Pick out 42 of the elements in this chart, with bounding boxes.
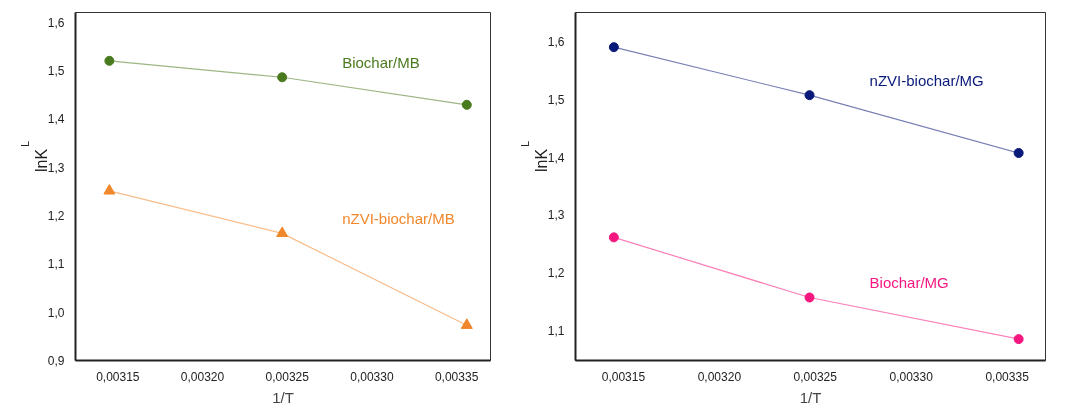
- text: nZVI-biochar/MB: [342, 210, 455, 228]
- y-tick-label: 1,3: [547, 208, 565, 223]
- x-tick-label: 0,00330: [350, 369, 394, 384]
- point: [804, 90, 815, 101]
- y-tick-label: 1,6: [547, 34, 565, 49]
- y-tick-label: 1,0: [47, 305, 65, 320]
- x-tick-label: 0,00335: [985, 369, 1030, 384]
- point: [461, 99, 472, 110]
- y-tick-label: 1,1: [547, 323, 565, 338]
- x-tick-label: 0,00325: [265, 369, 310, 384]
- point: [277, 72, 288, 83]
- x-tick-label: 0,00335: [434, 369, 479, 384]
- x-tick-label: 0,00315: [601, 369, 646, 384]
- y-tick-label: 1,5: [547, 92, 565, 107]
- point: [104, 55, 115, 66]
- series-label: nZVI-biochar/MG: [869, 72, 984, 90]
- y-tick-label: 1,2: [47, 209, 65, 223]
- point: [460, 318, 473, 329]
- x-axis-title: 1/T: [272, 388, 294, 406]
- y-tick-label: 1,1: [47, 257, 65, 272]
- y-tick-label: 1,4: [547, 150, 565, 165]
- point: [276, 226, 289, 238]
- y-tick-label: 1,6: [47, 15, 65, 30]
- x-axis-title: 1/T: [799, 388, 822, 406]
- point: [1013, 334, 1024, 345]
- x-tick-label: 0,00320: [697, 369, 742, 384]
- series-label: Biochar/MG: [869, 274, 949, 292]
- series-label: Biochar/MB: [342, 54, 420, 72]
- x-tick-label: 0,00320: [180, 369, 225, 384]
- point: [608, 232, 619, 243]
- y-tick-label: 1,4: [47, 112, 65, 127]
- point: [804, 292, 815, 303]
- point: [1013, 147, 1024, 158]
- y-tick-label: 1,3: [47, 160, 65, 175]
- y-tick-label: 0,9: [47, 354, 65, 368]
- x-tick-label: 0,00330: [889, 369, 934, 384]
- x-tick-label: 0,00315: [96, 369, 140, 384]
- point: [103, 184, 116, 195]
- point: [608, 42, 619, 53]
- y-tick-label: 1,2: [547, 266, 565, 281]
- y-tick-label: 1,5: [47, 64, 65, 78]
- x-tick-label: 0,00325: [793, 369, 838, 384]
